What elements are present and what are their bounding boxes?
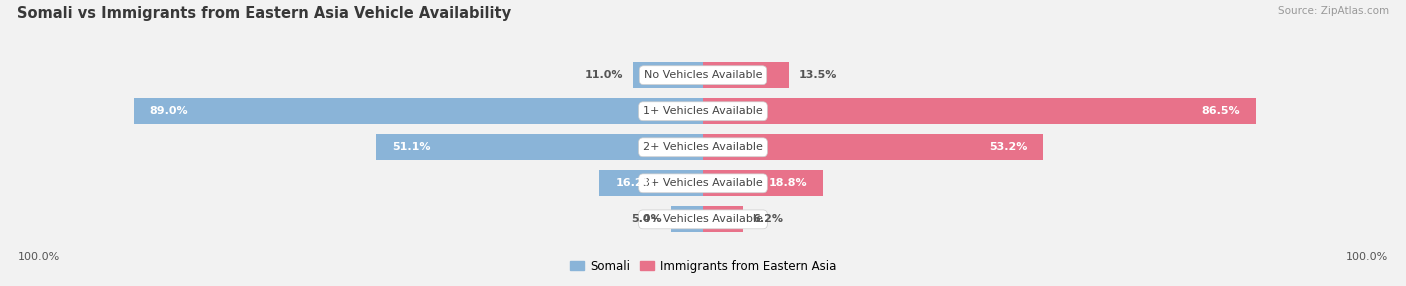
Text: 53.2%: 53.2% (988, 142, 1028, 152)
Text: 86.5%: 86.5% (1202, 106, 1240, 116)
Text: No Vehicles Available: No Vehicles Available (644, 70, 762, 80)
Text: 89.0%: 89.0% (149, 106, 188, 116)
Text: Somali vs Immigrants from Eastern Asia Vehicle Availability: Somali vs Immigrants from Eastern Asia V… (17, 6, 510, 21)
Bar (134, 98, 703, 124)
Text: 2+ Vehicles Available: 2+ Vehicles Available (643, 142, 763, 152)
Bar (703, 134, 1043, 160)
Bar (375, 134, 703, 160)
Bar (703, 98, 1257, 124)
Text: 100.0%: 100.0% (18, 253, 60, 262)
Text: 3+ Vehicles Available: 3+ Vehicles Available (643, 178, 763, 188)
Text: 13.5%: 13.5% (799, 70, 838, 80)
Bar (671, 206, 703, 232)
Text: Source: ZipAtlas.com: Source: ZipAtlas.com (1278, 6, 1389, 16)
Bar (703, 206, 742, 232)
Text: 1+ Vehicles Available: 1+ Vehicles Available (643, 106, 763, 116)
Text: 11.0%: 11.0% (585, 70, 623, 80)
Legend: Somali, Immigrants from Eastern Asia: Somali, Immigrants from Eastern Asia (565, 255, 841, 277)
Text: 16.2%: 16.2% (616, 178, 654, 188)
Bar (703, 62, 789, 88)
Bar (633, 62, 703, 88)
Text: 6.2%: 6.2% (752, 214, 783, 224)
Text: 18.8%: 18.8% (769, 178, 807, 188)
Bar (703, 170, 824, 196)
Text: 4+ Vehicles Available: 4+ Vehicles Available (643, 214, 763, 224)
Text: 100.0%: 100.0% (1346, 253, 1388, 262)
Bar (599, 170, 703, 196)
Text: 5.0%: 5.0% (631, 214, 661, 224)
Text: 51.1%: 51.1% (392, 142, 430, 152)
